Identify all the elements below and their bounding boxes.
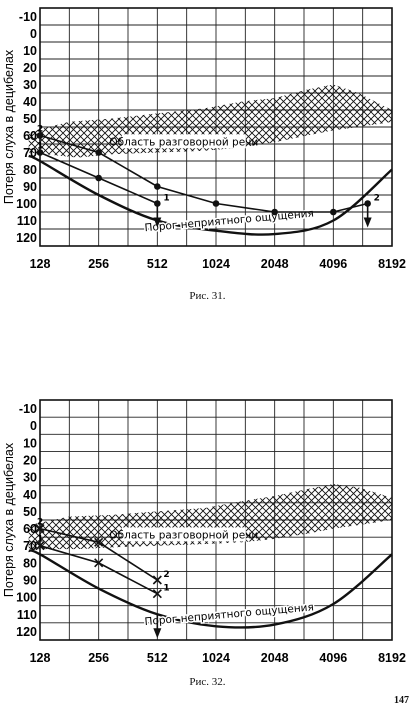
series-1-point [95,174,102,182]
series-2-start-label: 2 [37,518,43,528]
y-axis-label: Потеря слуха в децибелах [2,442,16,597]
figure-32-caption: Рис. 32. [189,676,226,688]
y-tick-label: 20 [23,454,37,468]
y-tick-label: 0 [30,419,37,433]
x-tick-label: 2048 [261,651,289,665]
speech-area-band [28,84,392,158]
y-tick-label: 90 [23,574,37,588]
y-tick-label: 80 [23,556,37,570]
y-tick-label: 40 [23,488,37,502]
arrow-head [153,217,162,228]
y-tick-label: 120 [16,231,37,245]
y-tick-label: 80 [23,163,37,177]
y-axis-label: Потеря слуха в децибелах [2,49,16,204]
series-1-point [36,149,44,156]
x-tick-label: 128 [30,257,51,271]
x-tick-label: 8192 [378,651,406,665]
y-tick-label: 20 [23,61,37,75]
speech-area-label-box [121,134,246,149]
y-tick-label: 90 [23,180,37,194]
x-tick-label: 4096 [319,651,347,665]
y-tick-label: 60 [23,522,37,536]
y-tick-label: 50 [23,112,37,126]
speech-area-label: Область разговорной речи [109,136,258,148]
y-tick-label: -10 [19,402,37,416]
y-tick-label: 70 [23,146,37,160]
y-tick-label: 110 [17,608,37,622]
series-2-point [35,524,45,534]
series-2-start-label: 2 [37,125,43,135]
series-2-end-label: 2 [374,194,380,204]
x-tick-label: 128 [30,651,51,665]
arrow-head [153,628,162,639]
page-number: 147 [394,695,409,706]
y-tick-label: 30 [23,471,37,485]
y-tick-label: 110 [17,214,37,228]
y-tick-label: 30 [23,78,37,92]
x-tick-label: 256 [88,257,109,271]
y-tick-label: 60 [23,129,37,143]
series-2-point [154,183,161,190]
series-2-point [36,132,44,139]
y-tick-label: 100 [16,197,37,211]
series-1-start-label: 1 [37,535,43,545]
x-tick-label: 512 [147,257,168,271]
series-1-point [94,558,104,568]
y-tick-label: 50 [23,505,37,519]
y-tick-label: 0 [30,27,37,41]
y-tick-label: 70 [23,539,37,553]
threshold-curve [28,154,393,236]
series-1-end-label: 1 [163,584,169,594]
y-tick-label: -10 [19,10,37,24]
speech-area-label: Область разговорной речи [109,529,258,541]
x-tick-label: 4096 [319,257,347,271]
series-1-point [152,589,162,599]
speech-area-label-box [121,527,246,542]
x-tick-label: 256 [88,651,109,665]
series-2-point [271,208,278,216]
series-2-end-label: 2 [163,570,169,580]
x-tick-label: 1024 [202,257,230,271]
arrow-head [363,217,372,228]
plot-frame [39,7,393,247]
series-2-point [330,208,337,216]
y-tick-label: 40 [23,95,37,109]
series-2-point [152,575,162,585]
x-tick-label: 512 [147,651,168,665]
y-tick-label: 120 [16,625,37,639]
y-tick-label: 10 [23,436,37,450]
x-tick-label: 1024 [202,651,230,665]
y-tick-label: 10 [23,44,37,58]
series-2-point [212,200,220,207]
series-2-point [94,537,104,547]
speech-area-band [28,484,392,550]
figure-31-caption: Рис. 31. [189,290,226,302]
x-tick-label: 8192 [378,257,406,271]
series-2-point [95,149,102,156]
y-tick-label: 100 [16,591,37,605]
series-1-start-label: 1 [37,142,43,152]
series-1-point [35,541,45,551]
threshold-curve [28,549,393,629]
series-1-end-label: 1 [163,194,169,204]
x-tick-label: 2048 [261,257,289,271]
